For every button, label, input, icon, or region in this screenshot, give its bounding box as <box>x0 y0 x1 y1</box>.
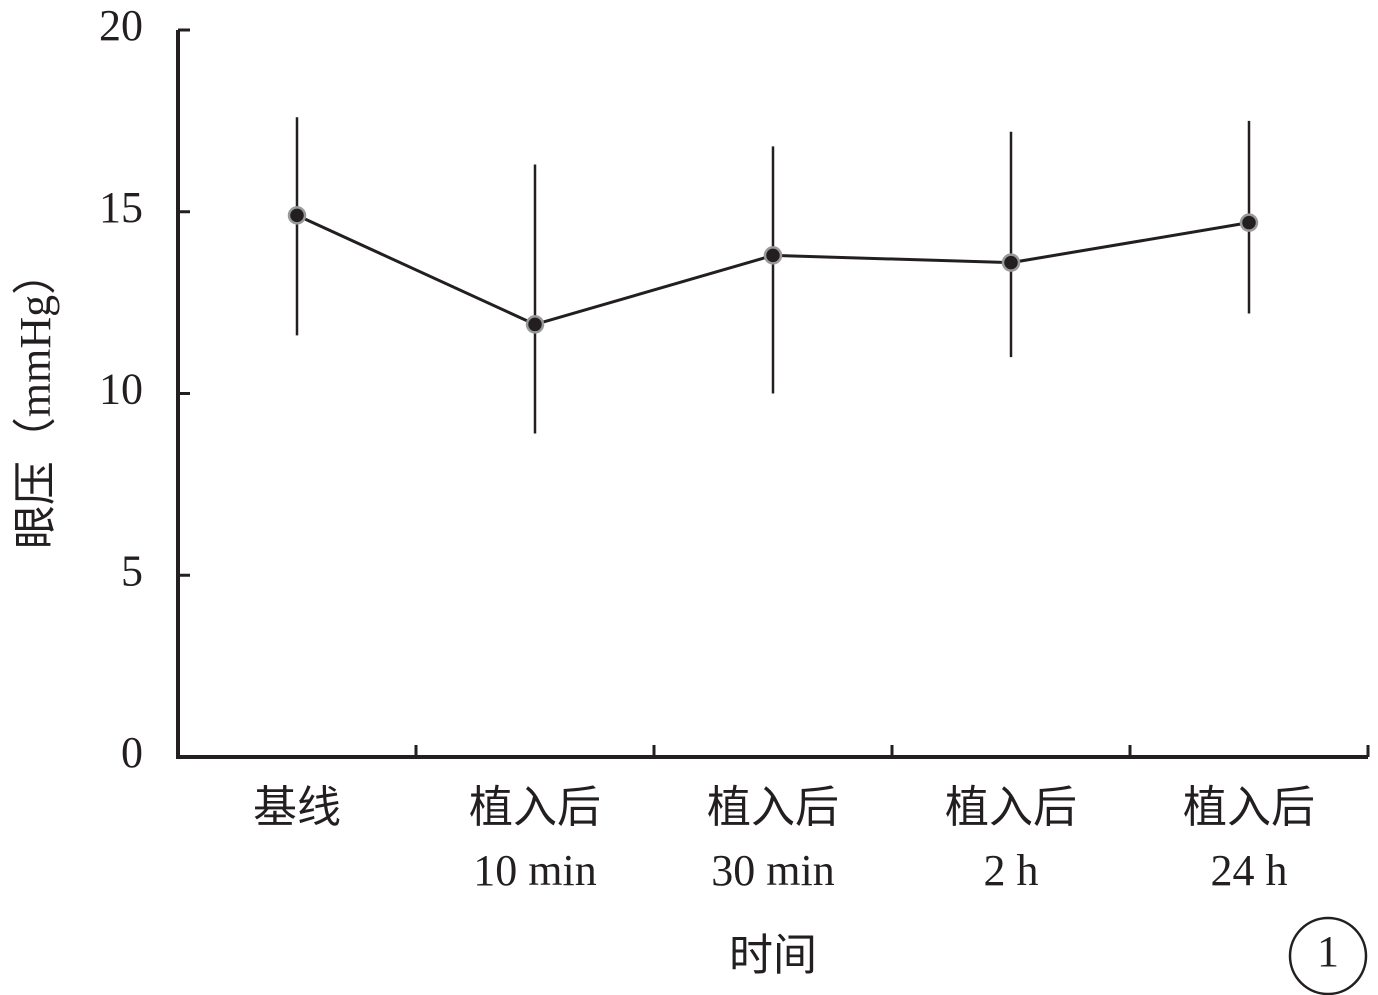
x-tick-label: 植入后 <box>1183 783 1315 832</box>
x-tick-label: 植入后 <box>469 783 601 832</box>
point <box>1001 253 1021 272</box>
x-tick-label: 24 h <box>1211 846 1288 895</box>
x-tick-label: 植入后 <box>945 783 1077 832</box>
annotation-circle <box>1288 916 1368 995</box>
x-tick-label: 30 min <box>711 846 834 895</box>
x-tick-label: 植入后 <box>707 783 839 832</box>
x-tick-label: 2 h <box>984 846 1039 895</box>
y-axis-label: 眼压（mmHg） <box>11 251 60 549</box>
x-tick-label: 10 min <box>473 846 596 895</box>
x-tick-label: 基线 <box>253 783 341 832</box>
point <box>763 246 783 265</box>
annotation: 1 <box>1317 927 1339 976</box>
y-tick-label: 10 <box>99 365 143 414</box>
x-axis-label: 时间 <box>729 931 817 980</box>
y-tick-label: 0 <box>121 728 143 777</box>
y-tick-label: 5 <box>121 546 143 595</box>
point <box>287 206 307 225</box>
y-tick-label: 15 <box>99 183 143 232</box>
point <box>525 315 545 334</box>
y-tick-label: 20 <box>99 1 143 50</box>
point <box>1239 213 1259 232</box>
